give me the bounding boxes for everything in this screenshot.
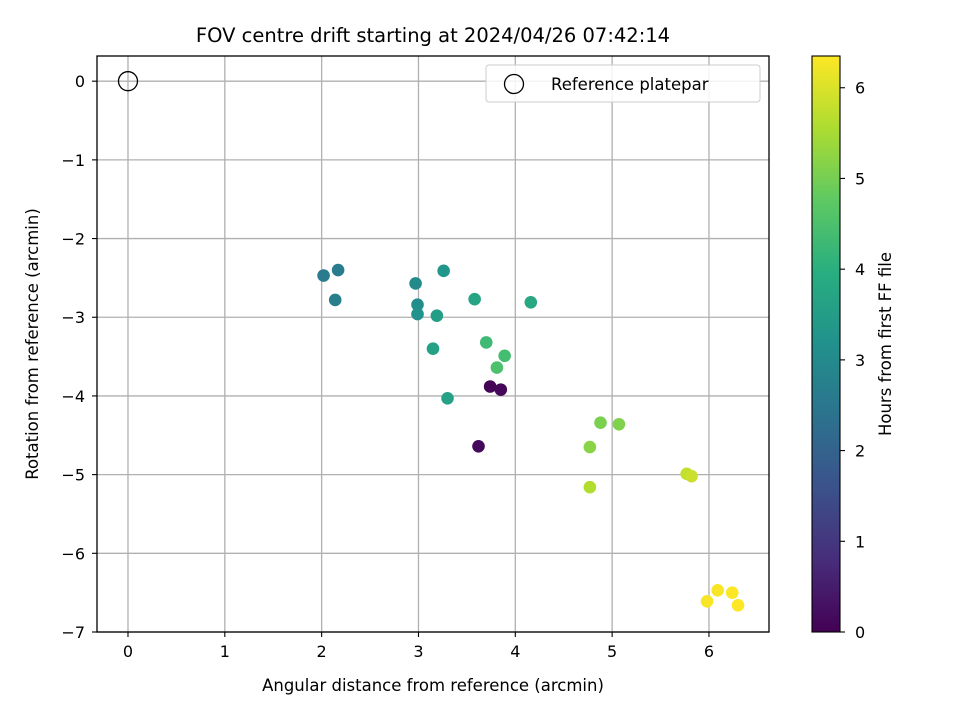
axis-ticks: 0 1 2 3 4 5 6 0 −1 −2 −3 −4 −5 −6 −7 <box>61 72 714 661</box>
scatter-point <box>411 298 424 311</box>
scatter-point <box>479 336 493 349</box>
y-tick-label: −6 <box>61 544 85 563</box>
scatter-point <box>594 416 607 429</box>
colorbar-tick-label: 2 <box>855 442 865 461</box>
scatter-point <box>731 598 745 612</box>
scatter-point <box>685 469 698 483</box>
scatter-point <box>700 595 714 608</box>
legend: Reference platepar <box>485 64 761 103</box>
x-tick-label: 0 <box>123 642 133 661</box>
x-tick-label: 1 <box>220 642 230 661</box>
x-axis-label: Angular distance from reference (arcmin) <box>262 676 604 695</box>
y-tick-label: −1 <box>61 151 85 170</box>
x-tick-label: 3 <box>413 642 423 661</box>
colorbar-ticks: 0 1 2 3 4 5 6 <box>840 79 865 642</box>
colorbar-tick-label: 1 <box>855 532 865 551</box>
scatter-point <box>483 380 497 393</box>
chart-title: FOV centre drift starting at 2024/04/26 … <box>196 24 670 47</box>
legend-marker-icon <box>503 73 525 95</box>
x-tick-label: 5 <box>607 642 617 661</box>
colorbar: 0 1 2 3 4 5 6 Hours from first FF file <box>811 55 895 642</box>
colorbar-tick-label: 0 <box>855 623 865 642</box>
scatter-point <box>468 292 481 306</box>
y-axis-label: Rotation from reference (arcmin) <box>23 208 42 480</box>
scatter-point <box>426 342 440 356</box>
scatter-point <box>328 293 342 307</box>
scatter-point <box>409 277 422 290</box>
colorbar-tick-label: 4 <box>855 260 865 279</box>
scatter-point <box>583 440 597 454</box>
scatter-point <box>711 583 724 597</box>
legend-box <box>485 64 761 103</box>
reference-point <box>117 71 139 92</box>
y-tick-label: −5 <box>61 466 85 485</box>
scatter-point <box>498 349 511 363</box>
x-tick-label: 2 <box>317 642 327 661</box>
scatter-point <box>583 480 597 494</box>
scatter-point <box>437 264 450 278</box>
x-tick-label: 6 <box>704 642 714 661</box>
scatter-point <box>494 383 508 396</box>
y-tick-label: −3 <box>61 308 85 327</box>
x-tick-label: 4 <box>510 642 520 661</box>
data-points <box>317 263 745 612</box>
colorbar-tick-label: 5 <box>855 169 865 188</box>
scatter-point <box>441 391 454 405</box>
scatter-point <box>524 295 538 309</box>
y-tick-label: 0 <box>75 72 85 91</box>
scatter-point <box>472 439 485 453</box>
plot-frame <box>96 55 770 633</box>
y-tick-label: −7 <box>61 623 85 642</box>
scatter-point <box>331 263 345 277</box>
scatter-point <box>317 269 330 282</box>
colorbar-tick-label: 3 <box>855 351 865 370</box>
scatter-point <box>430 309 444 322</box>
scatter-point <box>612 417 626 431</box>
y-tick-label: −2 <box>61 230 85 249</box>
colorbar-gradient <box>811 55 841 633</box>
reference-platepar-marker <box>117 71 139 92</box>
colorbar-tick-label: 6 <box>855 79 865 98</box>
y-tick-label: −4 <box>61 387 85 406</box>
colorbar-label: Hours from first FF file <box>876 252 895 436</box>
scatter-point <box>490 361 504 374</box>
scatter-point <box>411 307 424 321</box>
grid-lines <box>97 56 769 633</box>
scatter-point <box>725 586 739 599</box>
legend-label-reference-platepar: Reference platepar <box>551 75 709 94</box>
